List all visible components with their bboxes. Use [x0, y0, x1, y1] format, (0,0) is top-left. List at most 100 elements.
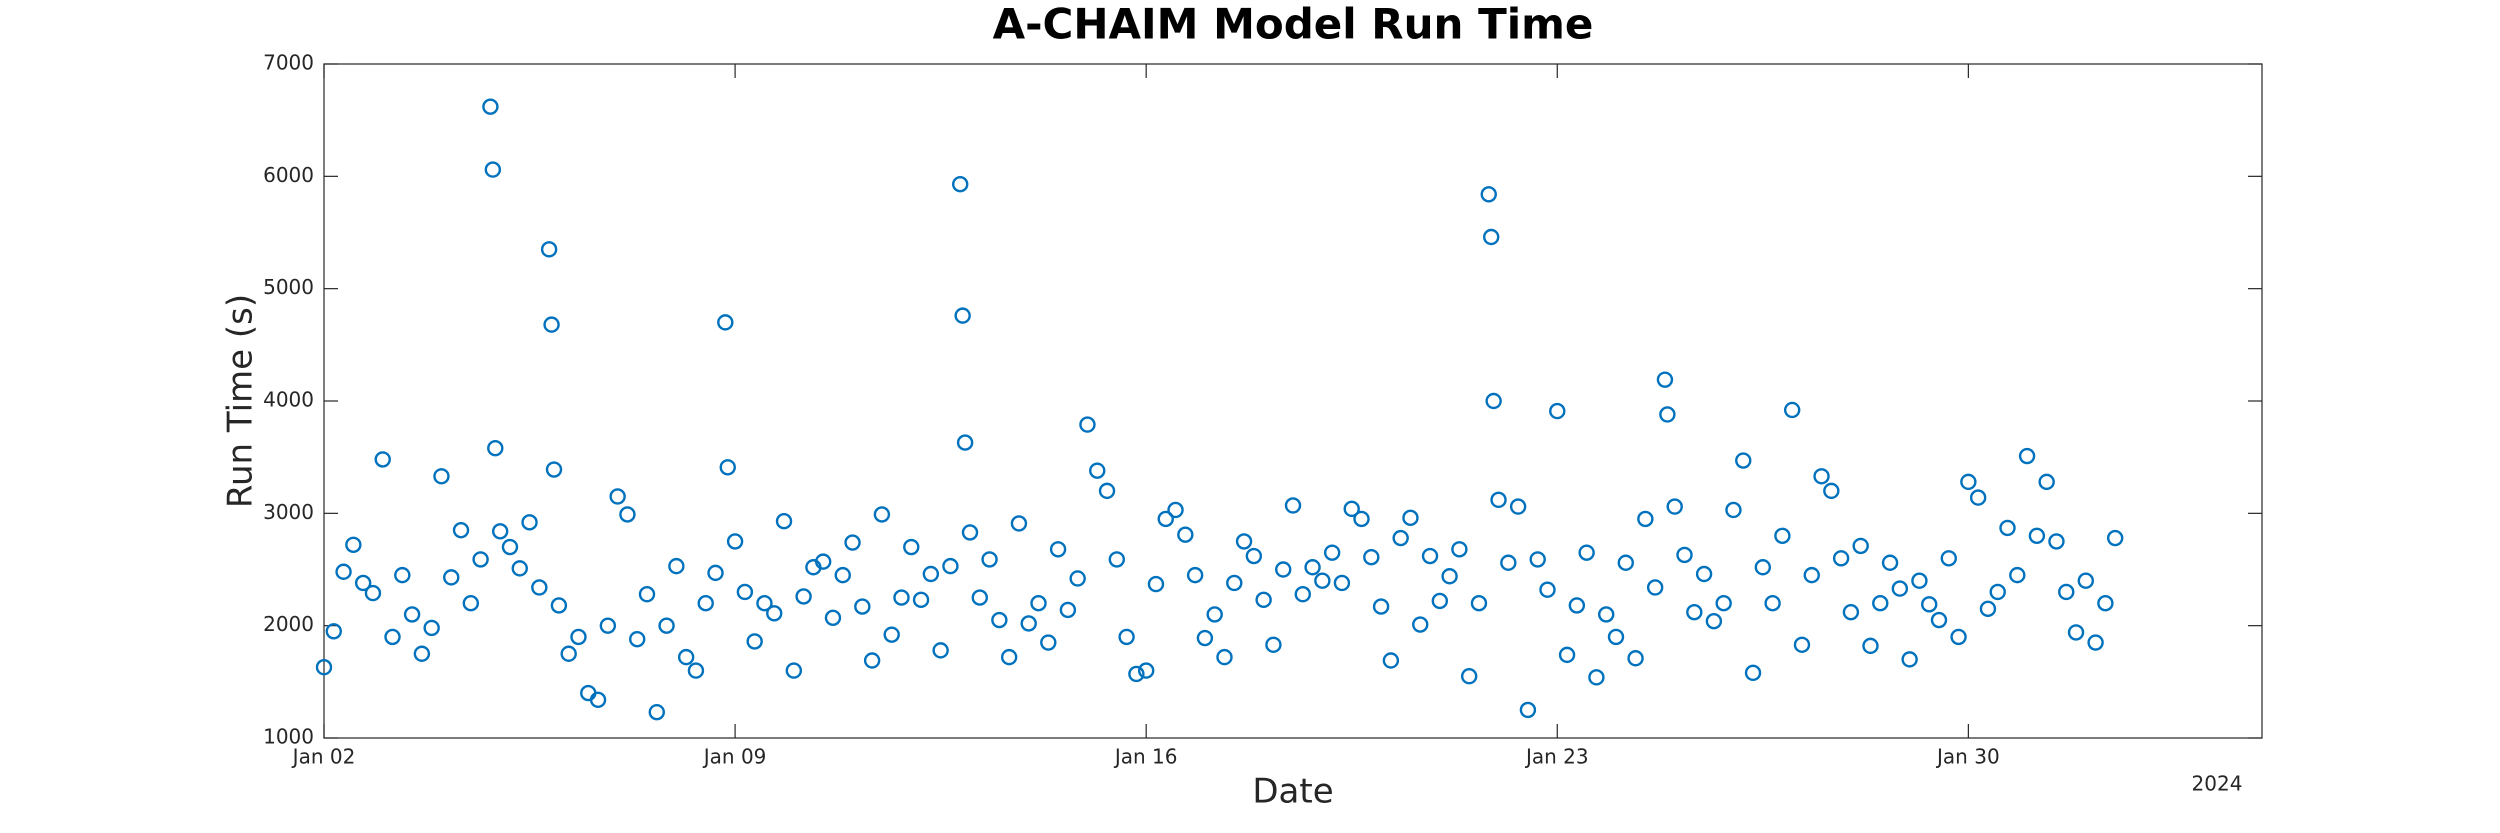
data-point	[423, 619, 440, 637]
data-point	[1666, 498, 1683, 515]
data-point	[1226, 574, 1243, 592]
data-point	[1509, 498, 1527, 515]
data-point	[1343, 500, 1360, 518]
data-point	[1715, 595, 1732, 612]
y-tick-label: 4000	[263, 388, 314, 412]
data-point	[1323, 544, 1341, 561]
data-point	[942, 557, 959, 575]
data-point	[1372, 598, 1390, 615]
data-point	[658, 617, 675, 634]
data-point	[1558, 646, 1576, 664]
data-point	[1891, 580, 1909, 597]
data-point	[719, 459, 736, 476]
data-point	[756, 595, 773, 612]
data-point	[1686, 603, 1703, 621]
data-point	[697, 595, 714, 612]
data-point	[413, 645, 431, 662]
data-point	[2077, 572, 2095, 589]
data-point	[1950, 628, 1967, 646]
data-point	[545, 461, 563, 478]
data-point	[2009, 566, 2026, 584]
data-point	[736, 583, 754, 601]
data-point	[1921, 596, 1938, 613]
data-point	[648, 703, 665, 721]
data-point	[1490, 491, 1507, 509]
data-point	[462, 595, 480, 612]
data-point	[814, 553, 832, 570]
data-point	[844, 534, 861, 551]
data-point	[543, 316, 560, 333]
data-point	[1470, 595, 1488, 612]
data-point	[345, 536, 362, 553]
data-point	[1842, 603, 1860, 621]
data-point	[775, 512, 793, 530]
data-point	[511, 560, 528, 577]
data-point	[687, 662, 705, 679]
data-point	[433, 468, 450, 485]
data-point	[2038, 473, 2055, 491]
data-point	[2087, 634, 2104, 651]
data-point	[883, 626, 900, 643]
data-point	[1402, 509, 1419, 527]
data-point	[1147, 575, 1165, 593]
x-tick-label: Jan 30	[1935, 745, 2000, 769]
data-point	[638, 586, 656, 603]
y-tick-label: 6000	[263, 163, 314, 187]
data-point	[443, 569, 460, 586]
data-point	[1382, 652, 1400, 669]
data-point	[1549, 402, 1566, 420]
data-point	[1979, 600, 1997, 618]
data-point	[1500, 554, 1517, 571]
data-point	[1764, 595, 1781, 612]
data-point	[1059, 601, 1077, 619]
data-point	[1588, 669, 1605, 686]
data-point	[1872, 595, 1889, 612]
data-point	[1353, 510, 1370, 528]
data-point	[854, 598, 871, 615]
data-point	[1030, 595, 1047, 612]
data-point	[1813, 468, 1830, 485]
data-point	[1568, 597, 1586, 614]
data-point	[1999, 519, 2016, 537]
data-point	[1392, 529, 1409, 547]
plot-frame	[323, 63, 2263, 739]
data-point	[903, 538, 920, 556]
data-point	[1451, 541, 1468, 558]
data-point	[1578, 544, 1595, 561]
data-point	[1206, 606, 1223, 623]
data-point	[1646, 579, 1664, 596]
data-point	[834, 566, 851, 584]
data-point	[501, 538, 519, 556]
data-point	[1911, 572, 1928, 589]
y-axis-label: Run Time (s)	[221, 294, 261, 508]
data-point	[1304, 559, 1321, 576]
data-point	[1823, 482, 1840, 500]
data-point	[1940, 550, 1957, 567]
data-point	[609, 488, 626, 505]
data-point	[991, 611, 1008, 629]
data-point	[1275, 561, 1292, 578]
data-point	[1010, 515, 1028, 532]
data-point	[1774, 527, 1791, 544]
data-point	[1196, 629, 1214, 647]
data-point	[912, 591, 930, 609]
data-point	[1969, 489, 1987, 506]
y-tick-label: 1000	[263, 725, 314, 749]
data-point	[707, 564, 724, 582]
data-point	[1480, 186, 1497, 203]
data-point	[1881, 554, 1899, 571]
data-point	[981, 551, 998, 568]
data-point	[1607, 628, 1625, 646]
data-point	[629, 630, 646, 648]
data-point	[1235, 533, 1253, 550]
data-point	[1431, 592, 1449, 610]
data-point	[384, 628, 401, 646]
data-point	[1695, 565, 1713, 583]
data-point	[1862, 637, 1879, 655]
data-point	[1483, 228, 1500, 246]
data-point	[1265, 636, 1282, 653]
data-point	[954, 307, 971, 324]
data-point	[335, 563, 352, 580]
data-point	[560, 645, 577, 662]
